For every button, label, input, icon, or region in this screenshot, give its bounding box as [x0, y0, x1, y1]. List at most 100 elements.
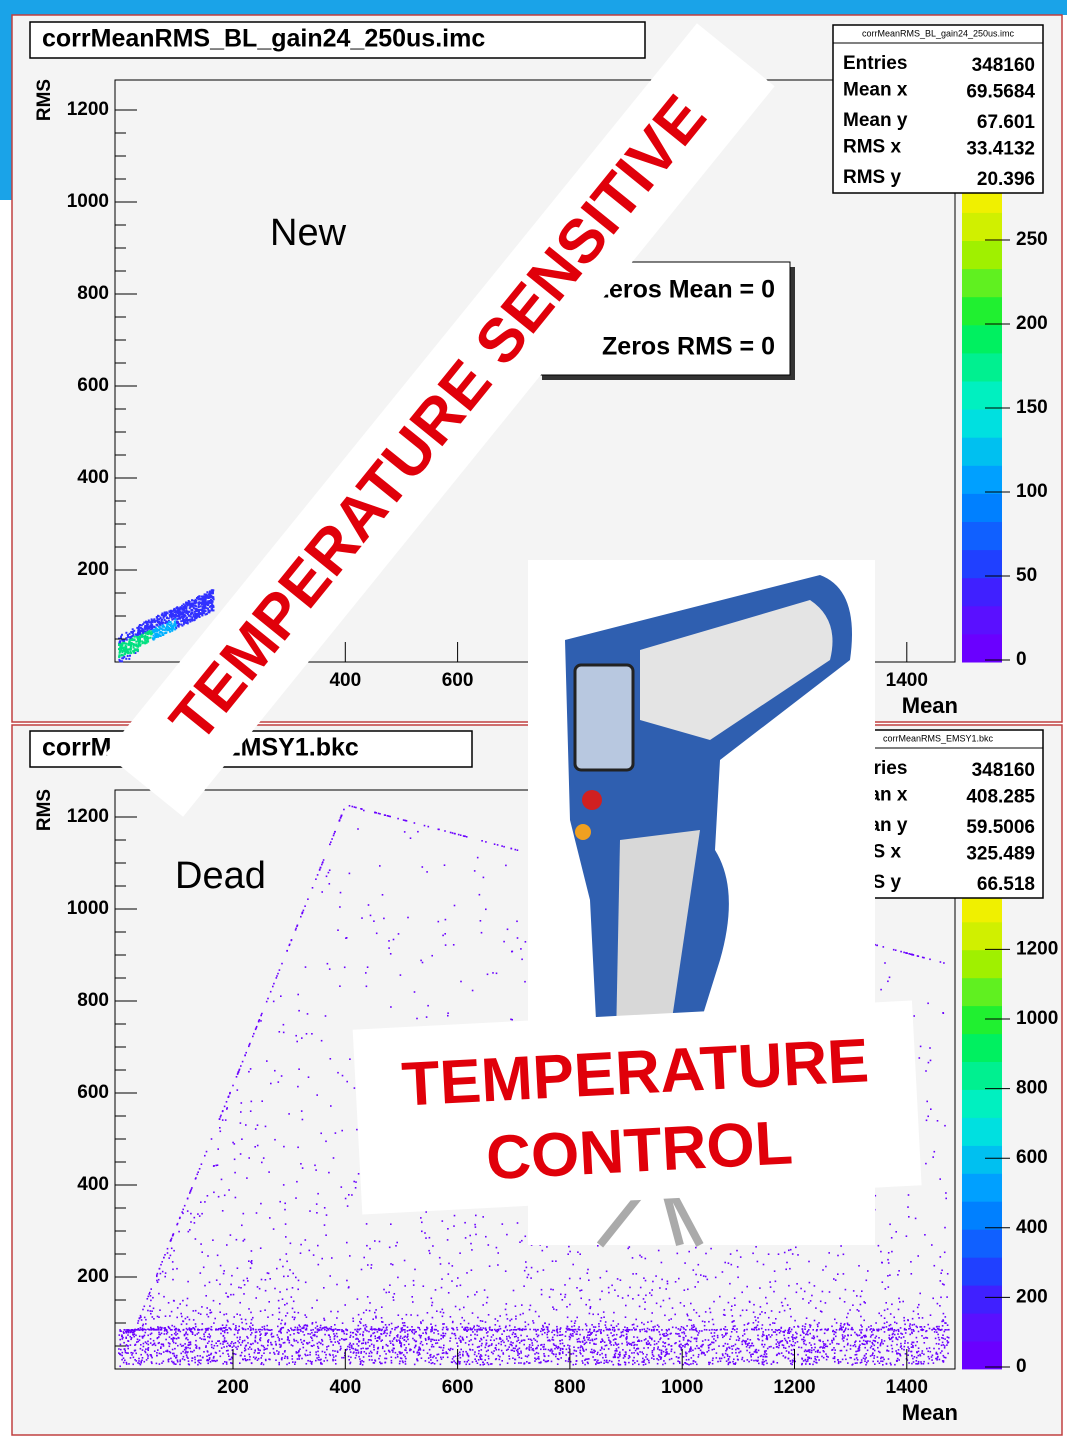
density-dot	[947, 1324, 949, 1326]
density-dot	[225, 1329, 227, 1331]
density-dot	[230, 1343, 232, 1345]
density-dot	[574, 1329, 576, 1331]
density-dot	[939, 1305, 941, 1307]
density-dot	[433, 1346, 435, 1348]
density-dot	[825, 1302, 827, 1304]
density-dot	[698, 1354, 700, 1356]
density-dot	[668, 1344, 670, 1346]
density-dot	[647, 1358, 649, 1360]
density-dot	[286, 1332, 288, 1334]
density-dot	[472, 1344, 474, 1346]
density-dot	[288, 1362, 290, 1364]
density-dot	[864, 1344, 866, 1346]
density-dot	[629, 1350, 631, 1352]
density-dot	[294, 1340, 296, 1342]
density-dot	[327, 963, 329, 965]
density-dot	[629, 1246, 631, 1248]
density-dot	[626, 1333, 628, 1335]
density-dot	[746, 1340, 748, 1342]
density-dot	[835, 1336, 837, 1338]
density-dot	[317, 1325, 319, 1327]
density-dot	[721, 1334, 723, 1336]
density-dot	[178, 1329, 180, 1331]
density-dot	[651, 1312, 653, 1314]
density-dot	[749, 1347, 751, 1349]
density-dot	[241, 1102, 243, 1104]
density-dot	[175, 614, 177, 616]
density-dot	[625, 1330, 627, 1332]
density-dot	[717, 1361, 719, 1363]
density-dot	[822, 1346, 824, 1348]
density-dot	[278, 1353, 280, 1355]
density-dot	[526, 1347, 528, 1349]
density-dot	[304, 1354, 306, 1356]
density-dot	[720, 1360, 722, 1362]
density-dot	[736, 1331, 738, 1333]
density-dot	[377, 1331, 379, 1333]
x-tick-label: 600	[442, 670, 474, 691]
density-dot	[168, 1326, 170, 1328]
density-dot	[349, 1343, 351, 1345]
density-dot	[143, 622, 145, 624]
density-dot	[685, 1335, 687, 1337]
density-dot	[360, 1361, 362, 1363]
density-dot	[737, 1266, 739, 1268]
density-dot	[677, 1253, 679, 1255]
density-dot	[740, 1256, 742, 1258]
density-dot	[168, 621, 170, 623]
density-dot	[226, 1325, 228, 1327]
density-dot	[300, 1163, 302, 1165]
density-dot	[301, 1358, 303, 1360]
density-dot	[358, 1345, 360, 1347]
density-dot	[193, 603, 195, 605]
density-dot	[536, 1334, 538, 1336]
density-dot	[240, 1355, 242, 1357]
density-dot	[712, 1336, 714, 1338]
density-dot	[341, 1357, 343, 1359]
density-dot	[861, 1329, 863, 1331]
x-axis-title: Mean	[902, 693, 958, 718]
density-dot	[337, 1336, 339, 1338]
density-dot	[196, 1333, 198, 1335]
density-dot	[537, 1345, 539, 1347]
density-dot	[846, 1317, 848, 1319]
density-dot	[936, 1326, 938, 1328]
density-dot	[823, 1343, 825, 1345]
density-dot	[887, 1308, 889, 1310]
density-dot	[914, 1324, 916, 1326]
density-dot	[618, 1363, 620, 1365]
density-dot	[182, 1320, 184, 1322]
density-dot	[554, 1330, 556, 1332]
density-dot	[369, 1310, 371, 1312]
density-dot	[758, 1363, 760, 1365]
density-dot	[287, 1275, 289, 1277]
density-dot	[317, 1351, 319, 1353]
density-dot	[872, 1334, 874, 1336]
density-dot	[631, 1344, 633, 1346]
density-dot	[791, 1349, 793, 1351]
density-dot	[573, 1364, 575, 1366]
density-dot	[217, 1340, 219, 1342]
density-dot	[629, 1344, 631, 1346]
density-dot	[551, 1332, 553, 1334]
density-dot	[483, 1337, 485, 1339]
density-dot	[166, 616, 168, 618]
density-dot	[652, 1350, 654, 1352]
density-dot	[560, 1348, 562, 1350]
top-strip	[0, 0, 1067, 15]
density-dot	[153, 1344, 155, 1346]
density-dot	[514, 1348, 516, 1350]
density-dot	[441, 1358, 443, 1360]
density-dot	[311, 1361, 313, 1363]
density-dot	[543, 1346, 545, 1348]
density-dot	[646, 1354, 648, 1356]
y-tick-label: 400	[77, 467, 109, 488]
density-dot	[825, 1345, 827, 1347]
density-dot	[379, 1241, 381, 1243]
density-dot	[263, 1157, 265, 1159]
density-dot	[622, 1331, 624, 1333]
density-dot	[915, 1363, 917, 1365]
density-dot	[128, 1363, 130, 1365]
density-dot	[229, 1345, 231, 1347]
density-dot	[605, 1354, 607, 1356]
